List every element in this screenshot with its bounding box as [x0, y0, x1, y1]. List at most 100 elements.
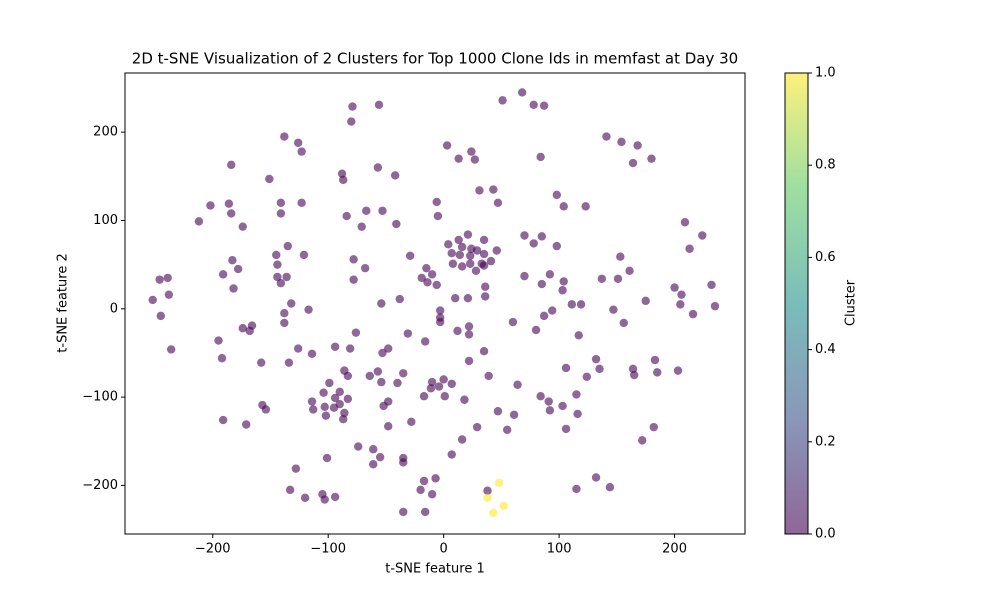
scatter-point: [375, 452, 385, 462]
colorbar-tick-label: 1.0: [815, 66, 836, 81]
scatter-point: [390, 171, 400, 180]
scatter-point: [479, 261, 489, 270]
scatter-point: [481, 292, 490, 301]
scatter-point: [472, 246, 482, 255]
scatter-point: [625, 266, 634, 276]
scatter-point: [633, 141, 642, 150]
scatter-point: [229, 284, 238, 293]
scatter-point: [457, 435, 467, 444]
scatter-point: [384, 344, 393, 353]
plot-frame: [124, 72, 746, 535]
scatter-point: [572, 390, 581, 399]
y-tick-label: 200: [93, 125, 118, 140]
scatter-point: [378, 206, 387, 215]
scatter-point: [276, 278, 286, 288]
scatter-point: [291, 464, 301, 473]
scatter-point: [460, 395, 469, 404]
scatter-point: [369, 445, 378, 454]
scatter-point: [493, 407, 503, 416]
scatter-point: [432, 197, 441, 207]
scatter-point: [247, 321, 257, 330]
colorbar-label: Cluster: [844, 279, 859, 326]
scatter-point: [464, 330, 474, 339]
scatter-point: [567, 300, 577, 309]
colorbar-tick-label: 0.2: [815, 434, 836, 449]
scatter-point: [420, 507, 430, 517]
scatter-point: [650, 355, 660, 365]
scatter-point: [591, 354, 601, 364]
colorbar-tick-label: 0.4: [815, 342, 836, 357]
scatter-point: [457, 262, 467, 271]
scatter-point: [320, 495, 329, 504]
colorbar-tick-label: 0.8: [815, 158, 836, 173]
scatter-point: [529, 100, 538, 109]
scatter-point: [293, 344, 303, 353]
scatter-point: [616, 252, 625, 261]
scatter-point: [419, 392, 429, 401]
scatter-point: [238, 324, 247, 333]
scatter-point: [448, 259, 458, 268]
scatter-point: [360, 263, 370, 273]
scatter-point: [574, 331, 583, 340]
scatter-point: [304, 305, 313, 314]
scatter-point: [591, 473, 601, 482]
scatter-point: [509, 410, 519, 419]
scatter-point: [427, 270, 437, 279]
x-axis-label: t-SNE feature 1: [385, 562, 484, 577]
scatter-point: [479, 249, 489, 259]
scatter-point: [471, 266, 481, 276]
x-tick-label: 200: [662, 542, 687, 557]
y-tick-label: 0: [110, 301, 118, 316]
scatter-point: [378, 348, 387, 358]
scatter-point: [613, 274, 623, 283]
scatter-point: [420, 337, 430, 346]
scatter-point: [330, 342, 340, 351]
scatter-point: [233, 264, 243, 274]
scatter-point: [416, 485, 425, 495]
scatter-point: [238, 222, 247, 231]
scatter-point: [347, 117, 356, 126]
scatter-point: [227, 160, 236, 170]
scatter-point: [680, 218, 690, 227]
scatter-point: [493, 198, 503, 208]
scatter-point: [217, 354, 227, 363]
scatter-point: [373, 367, 383, 376]
scatter-point: [454, 235, 463, 245]
scatter-point: [536, 392, 545, 401]
scatter-point: [710, 301, 720, 311]
scatter-point: [307, 349, 317, 359]
scatter-point: [641, 296, 650, 306]
scatter-point: [407, 417, 416, 427]
scatter-point: [440, 392, 450, 401]
scatter-point: [224, 199, 234, 208]
scatter-point: [218, 415, 228, 425]
scatter-point: [287, 299, 296, 308]
scatter-point: [463, 230, 473, 239]
scatter-point: [399, 507, 408, 517]
scatter-point: [384, 422, 393, 431]
scatter-point: [653, 368, 662, 377]
scatter-point: [426, 384, 436, 393]
colorbar-tick-label: 0.0: [815, 527, 836, 542]
scatter-point: [283, 241, 292, 251]
scatter-point: [576, 300, 586, 309]
scatter-point: [685, 244, 694, 253]
scatter-point: [335, 399, 344, 409]
scatter-point: [423, 278, 432, 287]
scatter-point: [673, 366, 683, 375]
scatter-point: [537, 279, 546, 289]
scatter-point: [572, 484, 581, 494]
scatter-point: [284, 358, 294, 367]
scatter-point: [561, 363, 571, 373]
scatter-point: [629, 370, 639, 380]
scatter-point: [299, 250, 309, 260]
scatter-point: [628, 158, 638, 168]
scatter-point: [531, 325, 541, 335]
x-tick-label: 0: [440, 542, 448, 557]
scatter-point: [362, 206, 371, 215]
scatter-point: [529, 239, 538, 248]
scatter-point: [325, 378, 334, 388]
scatter-point: [467, 147, 476, 156]
scatter-point: [707, 280, 716, 290]
